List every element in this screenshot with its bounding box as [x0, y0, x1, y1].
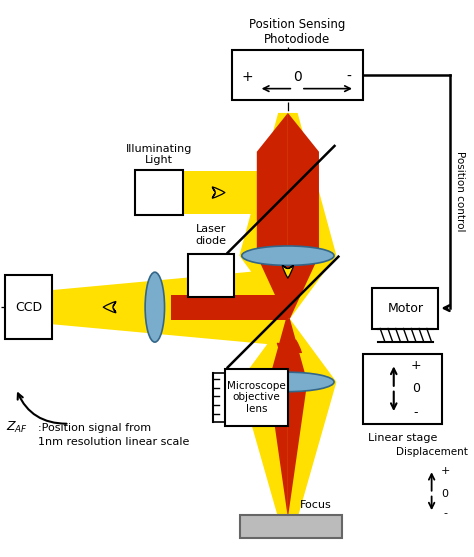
Text: 0: 0 — [412, 382, 420, 395]
Polygon shape — [268, 382, 288, 518]
Polygon shape — [288, 382, 307, 518]
Polygon shape — [183, 171, 288, 214]
Text: Motor: Motor — [387, 302, 423, 315]
Polygon shape — [239, 256, 337, 319]
Polygon shape — [288, 113, 319, 256]
Text: +: + — [241, 70, 253, 84]
FancyBboxPatch shape — [373, 288, 438, 329]
FancyBboxPatch shape — [363, 354, 442, 424]
Text: Position Sensing
Photodiode: Position Sensing Photodiode — [249, 18, 345, 46]
Polygon shape — [171, 295, 288, 320]
Text: Illuminating
Light: Illuminating Light — [126, 144, 192, 165]
Polygon shape — [239, 382, 337, 518]
FancyBboxPatch shape — [5, 275, 52, 339]
Text: 1nm resolution linear scale: 1nm resolution linear scale — [38, 437, 190, 447]
Ellipse shape — [145, 272, 164, 342]
Text: Linear stage: Linear stage — [368, 433, 437, 443]
Polygon shape — [36, 268, 288, 346]
Text: $Z_{AF}$: $Z_{AF}$ — [6, 420, 28, 435]
Polygon shape — [268, 319, 307, 382]
Text: +: + — [411, 359, 421, 372]
Ellipse shape — [242, 372, 334, 392]
Polygon shape — [257, 256, 319, 319]
Polygon shape — [239, 319, 337, 382]
FancyBboxPatch shape — [136, 170, 183, 215]
Text: :Position signal from: :Position signal from — [38, 423, 151, 433]
FancyBboxPatch shape — [232, 50, 363, 100]
FancyBboxPatch shape — [188, 254, 235, 297]
Polygon shape — [239, 113, 337, 256]
Text: Displacement: Displacement — [396, 447, 467, 457]
Text: -: - — [414, 405, 419, 418]
FancyBboxPatch shape — [225, 369, 288, 426]
Text: CCD: CCD — [15, 301, 42, 314]
Polygon shape — [257, 113, 288, 256]
FancyBboxPatch shape — [240, 515, 342, 538]
Text: +: + — [440, 466, 450, 476]
Text: Position control: Position control — [455, 152, 465, 232]
Text: Laser
diode: Laser diode — [196, 224, 227, 246]
Text: Microscope
objective
lens: Microscope objective lens — [227, 381, 286, 414]
Ellipse shape — [242, 246, 334, 265]
Text: -: - — [346, 70, 352, 84]
Text: -: - — [443, 508, 447, 518]
Text: 0: 0 — [442, 488, 449, 499]
Text: 0: 0 — [293, 70, 301, 84]
Text: Focus: Focus — [300, 500, 331, 510]
